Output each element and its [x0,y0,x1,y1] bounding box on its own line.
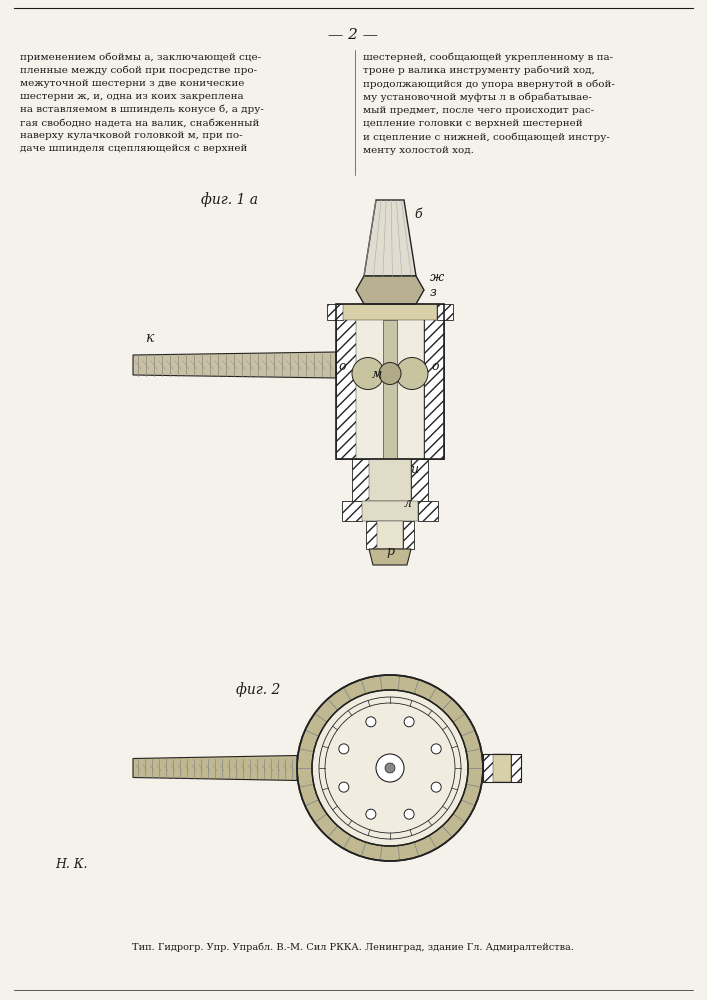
Circle shape [404,717,414,727]
Bar [511,754,521,782]
Bar [493,754,511,782]
Text: Тип. Гидрогр. Упр. Упрабл. В.-М. Сил РККА. Ленинград, здание Гл. Адмиралтейства.: Тип. Гидрогр. Упр. Упрабл. В.-М. Сил РКК… [132,942,574,952]
Polygon shape [369,549,411,565]
Circle shape [431,744,441,754]
Bar [377,521,403,549]
Circle shape [396,358,428,389]
Polygon shape [364,200,416,276]
Circle shape [404,809,414,819]
Bar [336,304,356,459]
Bar [483,754,521,782]
Text: б: б [414,208,421,221]
Circle shape [339,744,349,754]
Bar [356,304,424,459]
Circle shape [339,782,349,792]
Polygon shape [356,276,424,304]
Text: Н. К.: Н. К. [55,858,88,871]
Circle shape [297,675,483,861]
Text: шестерней, сообщающей укрепленному в па-
троне р валика инструменту рабочий ход,: шестерней, сообщающей укрепленному в па-… [363,52,615,155]
Text: к: к [145,331,153,345]
Bar [352,459,369,501]
Text: л: л [404,497,412,510]
Bar [483,754,493,782]
Bar [343,304,437,320]
Text: о: о [431,360,438,372]
Circle shape [376,754,404,782]
Bar [403,521,414,549]
Text: м: м [372,368,382,381]
Circle shape [431,782,441,792]
Bar [411,459,428,501]
Text: р: р [386,545,394,558]
Text: — 2 —: — 2 — [328,28,378,42]
Bar [336,304,444,459]
Text: ж: ж [430,271,444,284]
Bar [342,501,362,521]
Polygon shape [133,756,297,780]
Text: з: з [430,286,437,299]
Polygon shape [133,352,336,378]
Text: и: и [410,463,418,476]
Circle shape [352,358,384,389]
Bar [327,304,343,320]
Bar [366,521,377,549]
Text: фиг. 2: фиг. 2 [236,682,280,697]
Circle shape [366,717,376,727]
Bar [369,459,411,501]
Circle shape [379,362,401,384]
Bar [437,304,453,320]
Circle shape [312,690,468,846]
Circle shape [385,763,395,773]
Text: о: о [338,360,346,372]
Circle shape [366,809,376,819]
Bar [362,501,418,521]
Bar [424,304,444,459]
Text: применением обоймы а, заключающей сце-
пленные между собой при посредстве про-
м: применением обоймы а, заключающей сце- п… [20,52,264,153]
Bar [383,320,397,534]
Bar [418,501,438,521]
Text: фиг. 1 а: фиг. 1 а [201,192,259,207]
